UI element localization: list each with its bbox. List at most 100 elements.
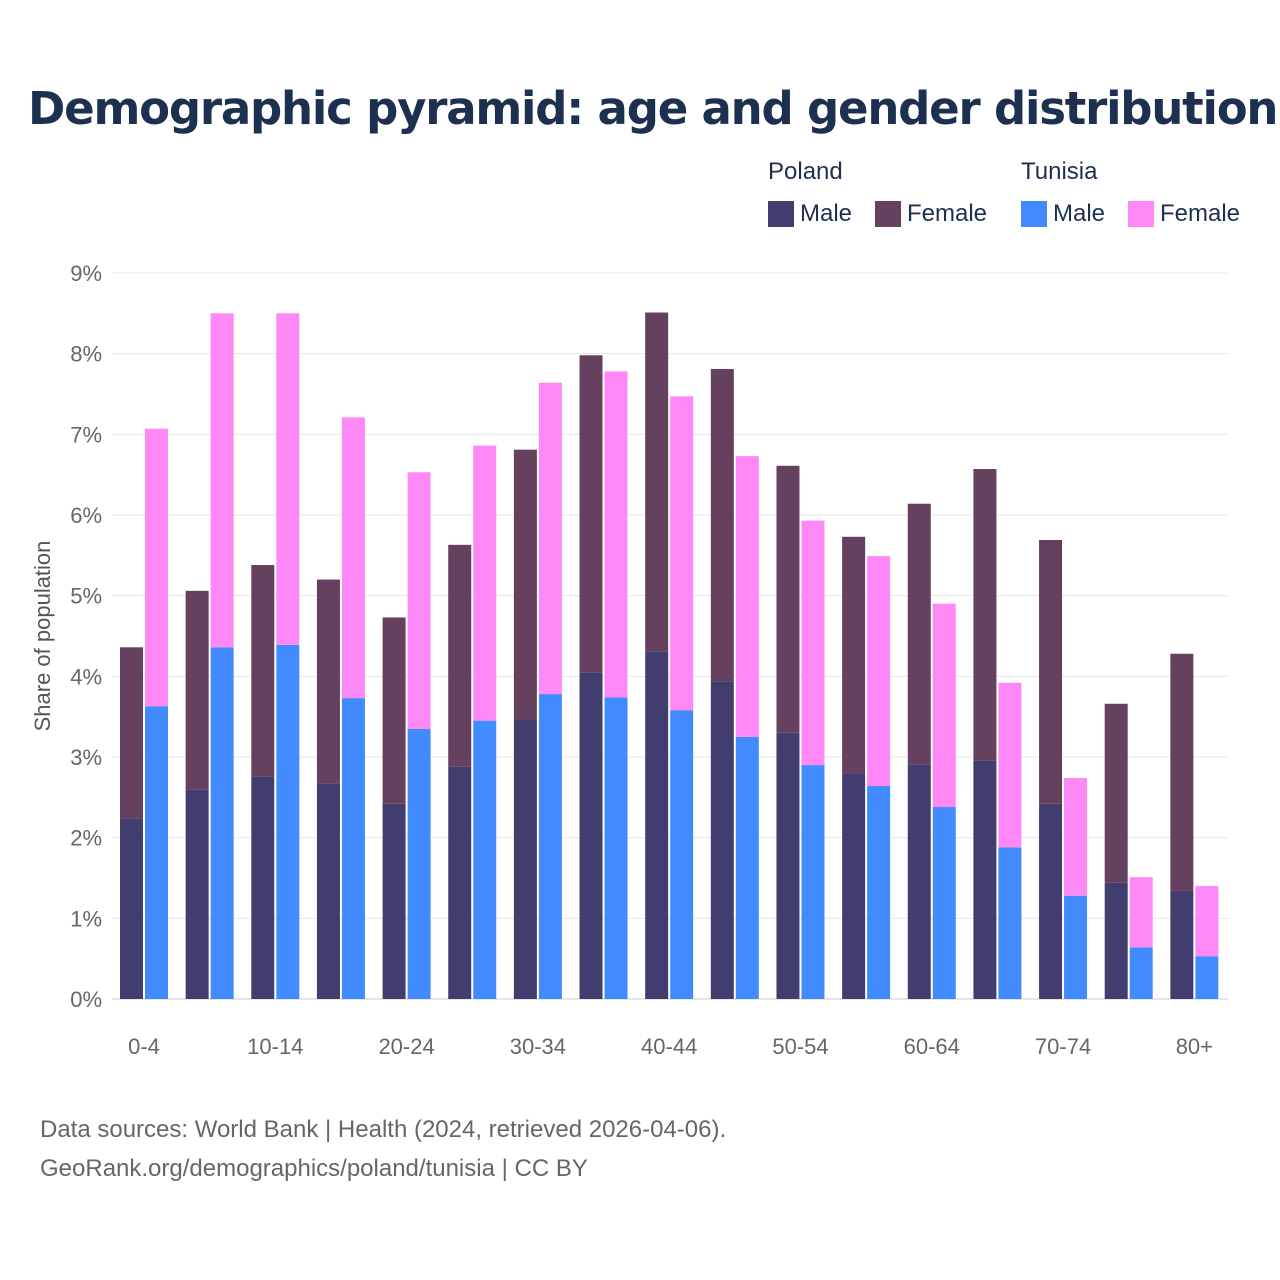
y-tick-label: 5% — [70, 584, 102, 609]
bar-tunisia-male — [1195, 956, 1219, 999]
bar-tunisia-male — [1064, 895, 1088, 999]
y-tick-label: 1% — [70, 906, 102, 931]
bar-poland-male — [1039, 803, 1063, 999]
bar-poland-female — [382, 617, 406, 804]
y-tick-label: 2% — [70, 826, 102, 851]
chart-title: Demographic pyramid: age and gender dist… — [28, 82, 1278, 135]
bar-poland-female — [973, 469, 997, 761]
y-tick-label: 9% — [70, 261, 102, 286]
x-tick-label: 0-4 — [128, 1034, 160, 1059]
bar-poland-female — [1039, 540, 1063, 804]
bar-tunisia-male — [998, 847, 1022, 999]
legend-group-tunisia: Tunisia — [1021, 158, 1098, 185]
bar-tunisia-female — [1129, 877, 1153, 948]
bar-poland-male — [316, 783, 340, 999]
bar-poland-male — [513, 719, 537, 999]
bar-poland-female — [120, 647, 143, 819]
bar-poland-female — [579, 355, 603, 673]
bar-poland-female — [907, 503, 931, 765]
footer-sources: Data sources: World Bank | Health (2024,… — [40, 1116, 727, 1143]
y-tick-label: 8% — [70, 342, 102, 367]
bar-poland-female — [1170, 653, 1194, 891]
bar-tunisia-female — [1195, 886, 1219, 957]
bar-tunisia-male — [604, 697, 628, 999]
bar-poland-male — [710, 681, 734, 999]
bar-tunisia-male — [932, 807, 956, 999]
bar-tunisia-female — [801, 520, 825, 766]
bar-tunisia-male — [538, 694, 562, 999]
bar-poland-female — [513, 449, 537, 720]
legend-item-poland-female[interactable]: Female — [875, 200, 987, 228]
legend-label: Female — [1160, 200, 1241, 227]
y-tick-label: 4% — [70, 664, 102, 689]
bar-poland-female — [842, 536, 866, 774]
bar-poland-female — [1104, 703, 1128, 883]
bar-poland-male — [1170, 890, 1194, 999]
bar-tunisia-male — [867, 786, 891, 999]
bar-poland-female — [185, 590, 209, 790]
x-tick-label: 50-54 — [772, 1034, 828, 1059]
bar-tunisia-female — [473, 445, 497, 721]
bar-poland-female — [316, 579, 340, 784]
bar-tunisia-female — [735, 456, 759, 737]
legend-swatch — [1021, 201, 1047, 227]
legend-label: Female — [907, 200, 988, 227]
bar-poland-male — [1104, 882, 1128, 999]
bar-tunisia-female — [670, 396, 694, 711]
x-tick-label: 70-74 — [1035, 1034, 1091, 1059]
bar-tunisia-male — [735, 736, 759, 999]
bar-poland-female — [645, 312, 669, 652]
y-tick-label: 3% — [70, 745, 102, 770]
bar-poland-male — [185, 789, 209, 999]
x-tick-label: 30-34 — [510, 1034, 566, 1059]
bar-tunisia-female — [538, 382, 562, 695]
bar-poland-male — [448, 766, 472, 999]
bar-tunisia-female — [341, 417, 365, 699]
bar-poland-female — [448, 544, 472, 767]
legend-swatch — [875, 201, 901, 227]
legend-item-tunisia-male[interactable]: Male — [1021, 200, 1105, 228]
bar-poland-male — [251, 776, 275, 999]
y-axis-label: Share of population — [30, 541, 55, 732]
x-tick-label: 60-64 — [904, 1034, 960, 1059]
legend-swatch — [768, 201, 794, 227]
bar-poland-male — [776, 732, 800, 999]
legend-swatch — [1128, 201, 1154, 227]
bar-poland-male — [842, 773, 866, 999]
bar-tunisia-female — [932, 603, 956, 808]
x-tick-label: 80+ — [1176, 1034, 1213, 1059]
bar-poland-male — [120, 818, 143, 999]
bar-tunisia-male — [210, 647, 234, 999]
y-tick-label: 7% — [70, 422, 102, 447]
legend-label: Male — [1053, 200, 1106, 227]
bar-tunisia-female — [604, 371, 628, 698]
bar-poland-male — [382, 803, 406, 999]
legend-item-tunisia-female[interactable]: Female — [1128, 200, 1240, 228]
bar-tunisia-male — [276, 644, 300, 999]
bar-tunisia-female — [210, 313, 234, 648]
legend-item-poland-male[interactable]: Male — [768, 200, 852, 228]
legend-label: Male — [800, 200, 853, 227]
y-tick-label: 6% — [70, 503, 102, 528]
bar-tunisia-female — [998, 682, 1022, 848]
bar-poland-female — [776, 465, 800, 733]
x-tick-label: 40-44 — [641, 1034, 697, 1059]
bar-poland-male — [645, 651, 669, 999]
x-tick-label: 10-14 — [247, 1034, 303, 1059]
bar-tunisia-male — [341, 698, 365, 999]
bar-poland-male — [907, 764, 931, 999]
legend-group-poland: Poland — [768, 158, 843, 185]
x-tick-label: 20-24 — [378, 1034, 434, 1059]
bar-poland-male — [579, 672, 603, 999]
y-tick-label: 0% — [70, 987, 102, 1012]
bar-tunisia-male — [1129, 947, 1153, 999]
bar-poland-male — [973, 760, 997, 999]
bar-tunisia-female — [407, 472, 431, 729]
bar-tunisia-female — [145, 428, 168, 707]
footer-credit[interactable]: GeoRank.org/demographics/poland/tunisia … — [40, 1155, 588, 1182]
bar-poland-female — [251, 565, 275, 777]
bar-tunisia-male — [145, 706, 168, 999]
bar-tunisia-female — [276, 313, 300, 645]
